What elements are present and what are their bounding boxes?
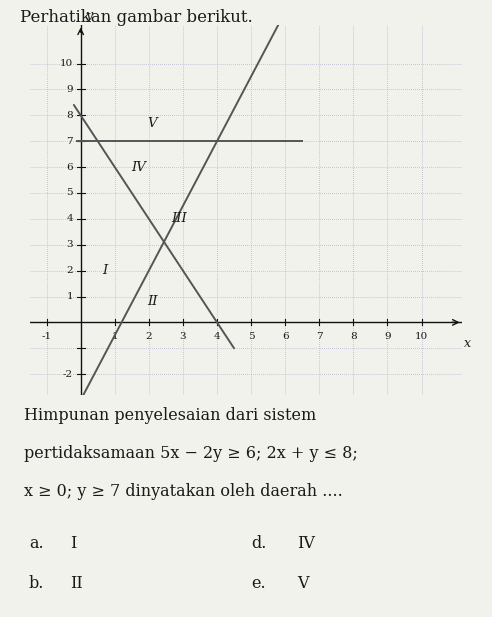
- Text: 8: 8: [66, 111, 73, 120]
- Text: 4: 4: [214, 332, 220, 341]
- Text: 2: 2: [66, 266, 73, 275]
- Text: 5: 5: [66, 188, 73, 197]
- Text: 5: 5: [248, 332, 254, 341]
- Text: 9: 9: [384, 332, 391, 341]
- Text: 1: 1: [66, 292, 73, 301]
- Text: 8: 8: [350, 332, 357, 341]
- Text: IV: IV: [131, 160, 146, 173]
- Text: x ≥ 0; y ≥ 7 dinyatakan oleh daerah ....: x ≥ 0; y ≥ 7 dinyatakan oleh daerah ....: [24, 483, 343, 500]
- Text: 4: 4: [66, 214, 73, 223]
- Text: III: III: [70, 616, 90, 617]
- Text: 3: 3: [180, 332, 186, 341]
- Text: Perhatikan gambar berikut.: Perhatikan gambar berikut.: [20, 9, 252, 27]
- Text: 1: 1: [111, 332, 118, 341]
- Text: V: V: [297, 576, 308, 592]
- Text: IV: IV: [297, 535, 315, 552]
- Text: e.: e.: [251, 576, 266, 592]
- Text: 6: 6: [66, 162, 73, 172]
- Text: b.: b.: [29, 576, 44, 592]
- Text: d.: d.: [251, 535, 266, 552]
- Text: 9: 9: [66, 85, 73, 94]
- Text: a.: a.: [29, 535, 44, 552]
- Text: I: I: [70, 535, 77, 552]
- Text: pertidaksamaan 5x − 2y ≥ 6; 2x + y ≤ 8;: pertidaksamaan 5x − 2y ≥ 6; 2x + y ≤ 8;: [24, 445, 358, 462]
- Text: III: III: [172, 212, 187, 225]
- Text: -2: -2: [63, 370, 73, 379]
- Text: 3: 3: [66, 240, 73, 249]
- Text: 7: 7: [316, 332, 323, 341]
- Text: II: II: [70, 576, 83, 592]
- Text: V: V: [148, 117, 157, 130]
- Text: -1: -1: [41, 332, 52, 341]
- Text: y: y: [86, 9, 93, 22]
- Text: 10: 10: [60, 59, 73, 68]
- Text: x: x: [464, 337, 471, 350]
- Text: II: II: [147, 295, 157, 308]
- Text: 10: 10: [415, 332, 428, 341]
- Text: 2: 2: [146, 332, 152, 341]
- Text: c.: c.: [29, 616, 43, 617]
- Text: Himpunan penyelesaian dari sistem: Himpunan penyelesaian dari sistem: [24, 407, 316, 424]
- Text: I: I: [102, 264, 107, 277]
- Text: 6: 6: [282, 332, 288, 341]
- Text: 7: 7: [66, 137, 73, 146]
